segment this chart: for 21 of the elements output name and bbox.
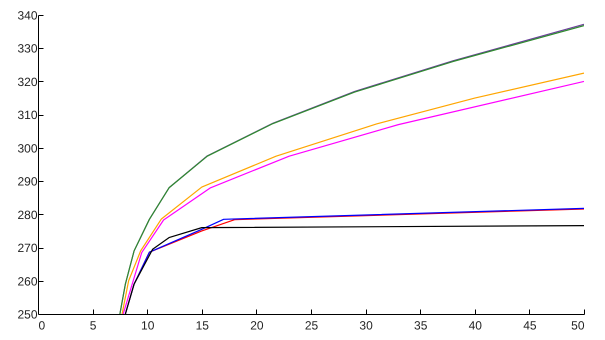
- x-tick-label: 0: [38, 318, 46, 332]
- x-tick-label: 45: [523, 318, 537, 332]
- x-tick-label: 20: [250, 318, 264, 332]
- y-tick-label: 250: [17, 308, 38, 322]
- x-tick-label: 15: [196, 318, 210, 332]
- x-tick-label: 50: [571, 318, 585, 332]
- y-tick-label: 300: [17, 141, 38, 156]
- x-tick-label: 10: [141, 318, 155, 332]
- y-tick-label: 290: [17, 174, 38, 189]
- y-tick-label: 310: [17, 108, 38, 122]
- y-tick-label: 280: [17, 208, 38, 222]
- y-tick-label: 260: [17, 274, 38, 288]
- y-tick-label: 270: [17, 241, 38, 256]
- y-tick-label: 340: [17, 8, 38, 22]
- x-tick-label: 25: [304, 318, 318, 332]
- x-tick-label: 35: [414, 318, 428, 332]
- x-tick-label: 5: [90, 318, 97, 332]
- x-tick-label: 40: [468, 318, 482, 332]
- y-tick-label: 320: [17, 74, 38, 89]
- y-tick-label: 330: [17, 42, 38, 56]
- x-tick-label: 30: [359, 318, 374, 332]
